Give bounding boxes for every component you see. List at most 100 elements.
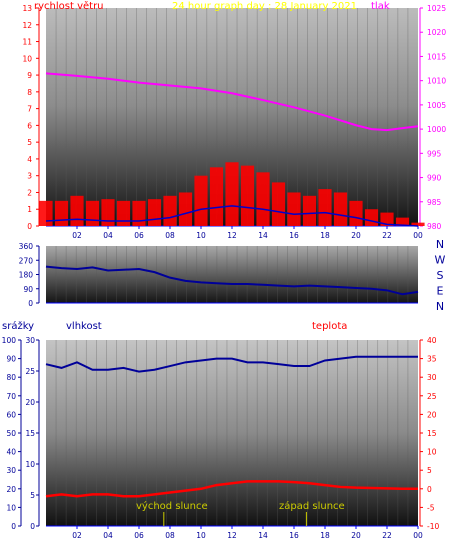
pressure-y-tick-label: 985	[427, 198, 442, 207]
temperature-y-tick-label: 35	[427, 355, 437, 364]
pressure-y-tick-label: 1010	[427, 77, 446, 86]
precip-y-tick-label: 30	[6, 466, 16, 475]
wind-bar	[271, 182, 286, 226]
humidity-x-tick-label: 16	[289, 531, 299, 540]
humidity-line	[45, 355, 418, 373]
wind-x-tick-label: 04	[103, 231, 113, 240]
wind-y-tick-label: 0	[27, 222, 32, 231]
wind-bar	[302, 195, 317, 226]
temperature-y-tick-label: -10	[427, 522, 439, 531]
wind-y-tick-label: 11	[22, 38, 32, 47]
humidity-x-tick-label: 20	[351, 531, 361, 540]
wind-x-tick-label: 16	[289, 231, 299, 240]
pressure-y-tick-label: 1020	[427, 28, 446, 37]
pressure-y-tick-label: 1000	[427, 125, 446, 134]
precip-y-tick-label: 10	[6, 503, 16, 512]
precip-y-tick-label: 90	[6, 355, 16, 364]
precip-y-tick-label: 50	[6, 429, 16, 438]
wind-y-tick-label: 12	[22, 21, 32, 30]
wind-bar	[256, 172, 270, 226]
wind-y-tick-label: 10	[22, 54, 32, 63]
precip-y-tick-label: 0	[11, 522, 16, 531]
wind-speed-label: rychlost větru	[34, 1, 104, 12]
temperature-y-tick-label: 25	[427, 392, 437, 401]
temperature-y-tick-label: 40	[427, 336, 437, 345]
humidity-x-tick-label: 00	[413, 531, 423, 540]
direction-compass-label: N	[436, 300, 444, 313]
wind-y-tick-label: 1	[27, 205, 32, 214]
wind-bar	[85, 200, 100, 226]
temperature-y-tick-label: -5	[427, 503, 435, 512]
wind-bar	[163, 195, 177, 226]
wind-bar	[364, 209, 379, 226]
wind-x-tick-label: 02	[72, 231, 82, 240]
wind-bar	[380, 212, 394, 226]
wind-bar	[225, 162, 239, 226]
temperature-y-tick-label: 15	[427, 429, 437, 438]
humidity-x-tick-label: 14	[258, 531, 268, 540]
wind-x-tick-label: 18	[320, 231, 330, 240]
wind-bar	[147, 199, 162, 226]
wind-x-tick-label: 20	[351, 231, 361, 240]
direction-line	[45, 265, 419, 296]
wind-bar	[194, 175, 208, 226]
wind-y-tick-label: 7	[27, 105, 32, 114]
precip-y-tick-label: 60	[6, 410, 16, 419]
precip-y-tick-label: 40	[6, 448, 16, 457]
humidity-x-tick-label: 04	[103, 531, 113, 540]
temperature-label: teplota	[312, 321, 348, 332]
wind-x-tick-label: 10	[196, 231, 206, 240]
wind-bar	[116, 200, 131, 226]
wind-y-tick-label: 4	[27, 155, 32, 164]
temperature-y-tick-label: 30	[427, 373, 437, 382]
pressure-y-tick-label: 1015	[427, 52, 446, 61]
wind-bar	[333, 192, 348, 226]
wind-bar	[318, 189, 332, 226]
wind-bar	[240, 165, 255, 226]
humidity-y-tick-label: 5	[30, 491, 35, 500]
direction-panel-bg	[46, 246, 418, 303]
temperature-line	[45, 480, 418, 498]
wind-bar	[287, 192, 301, 226]
pressure-line	[45, 72, 419, 132]
precip-y-tick-label: 20	[6, 485, 16, 494]
humidity-y-tick-label: 10	[25, 460, 35, 469]
humidity-y-tick-label: 0	[30, 522, 35, 531]
wind-y-tick-label: 6	[27, 121, 32, 130]
wind-x-tick-label: 22	[382, 231, 392, 240]
wind-x-tick-label: 14	[258, 231, 268, 240]
precip-label: srážky	[2, 321, 35, 332]
temperature-y-tick-label: 5	[427, 466, 432, 475]
direction-compass-label: W	[435, 254, 446, 267]
temperature-y-tick-label: 20	[427, 410, 437, 419]
humidity-y-tick-label: 15	[25, 429, 35, 438]
wind-gust-line	[45, 205, 419, 227]
chart-title: 24 hour graph day : 28 January 2021	[172, 1, 357, 12]
direction-compass-label: S	[437, 269, 444, 282]
direction-y-tick-label: 180	[19, 271, 34, 280]
precip-y-tick-label: 80	[6, 373, 16, 382]
pressure-y-tick-label: 995	[427, 149, 442, 158]
wind-y-tick-label: 9	[27, 71, 32, 80]
wind-y-tick-label: 3	[27, 172, 32, 181]
wind-bar	[39, 200, 53, 226]
wind-bar	[178, 192, 193, 226]
pressure-y-tick-label: 1025	[427, 4, 446, 13]
wind-x-tick-label: 00	[413, 231, 423, 240]
wind-x-tick-label: 12	[227, 231, 237, 240]
pressure-label: tlak	[371, 1, 390, 12]
humidity-y-tick-label: 30	[25, 336, 35, 345]
humidity-x-tick-label: 02	[72, 531, 82, 540]
direction-y-tick-label: 270	[19, 256, 34, 265]
precip-y-tick-label: 100	[2, 336, 17, 345]
wind-bar	[70, 195, 84, 226]
pressure-y-tick-label: 990	[427, 174, 442, 183]
temperature-y-tick-label: 10	[427, 448, 437, 457]
wind-bar	[395, 217, 410, 226]
sunrise-label: východ slunce	[136, 501, 208, 512]
direction-compass-label: E	[437, 285, 444, 298]
humidity-y-tick-label: 20	[25, 398, 35, 407]
wind-bar	[411, 222, 425, 226]
